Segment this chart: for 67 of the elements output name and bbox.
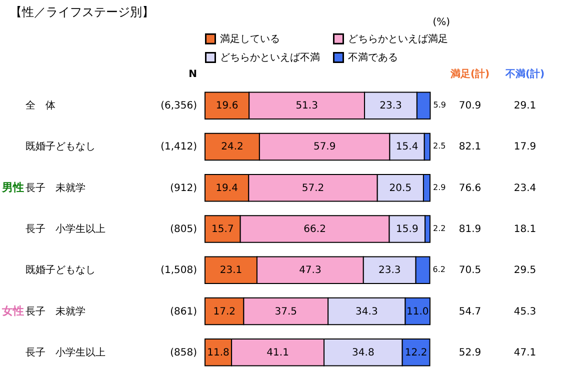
text: 女性 — [1, 304, 24, 318]
text: (6,356) — [160, 100, 198, 112]
data-label: 2.9 — [433, 182, 446, 192]
data-label: 37.5 — [274, 306, 298, 318]
text: (912) — [170, 182, 198, 194]
data-label: 19.4 — [216, 182, 238, 194]
data-label: 6.2 — [432, 265, 446, 274]
y-tick-label: 長子 小学生以上 — [26, 223, 106, 235]
data-label: 19.6 — [216, 100, 238, 112]
data-label: 12.2 — [404, 347, 428, 358]
y-tick-label: 長子 小学生以上 — [26, 346, 106, 358]
data-label: 23.3 — [380, 100, 402, 112]
text: 70.9 — [458, 100, 482, 112]
text: 23.4 — [514, 182, 536, 194]
y-tick-label: 長子 未就学 — [26, 182, 86, 194]
legend-label: どちらかといえば不満 — [220, 52, 320, 64]
legend-label: 満足している — [220, 32, 280, 45]
text: (805) — [170, 224, 198, 235]
data-label: 11.8 — [207, 347, 230, 358]
data-label: 15.7 — [212, 224, 234, 235]
text: (1,412) — [160, 142, 198, 153]
y-tick-label: 既婚子どもなし — [26, 265, 96, 276]
data-label: 24.2 — [221, 142, 244, 153]
text: 70.5 — [458, 265, 482, 276]
data-label: 11.0 — [406, 306, 429, 318]
data-label: 47.3 — [299, 265, 322, 276]
data-label: 2.5 — [433, 142, 446, 151]
text: (1,508) — [160, 265, 198, 276]
y-tick-label: 全 体 — [26, 100, 56, 112]
text: 満足(計) — [449, 68, 490, 80]
data-label: 23.3 — [378, 265, 401, 276]
text: (861) — [170, 306, 198, 318]
text: 82.1 — [458, 142, 482, 153]
data-label: 23.1 — [220, 265, 242, 276]
text: 47.1 — [514, 347, 536, 358]
data-label: 66.2 — [304, 224, 326, 235]
data-label: 51.3 — [296, 100, 318, 112]
data-label: 34.8 — [352, 347, 374, 358]
text: 29.5 — [514, 265, 536, 276]
data-label: 34.3 — [356, 306, 378, 318]
legend-label: どちらかといえば満足 — [348, 32, 448, 45]
text: 29.1 — [514, 100, 536, 112]
text: 81.9 — [458, 224, 482, 235]
text: 18.1 — [514, 224, 536, 235]
data-label: 41.1 — [266, 347, 289, 358]
data-label: 2.2 — [433, 224, 446, 233]
data-label: 15.9 — [396, 224, 418, 235]
text: 不満(計) — [504, 68, 545, 80]
y-tick-label: 既婚子どもなし — [26, 142, 96, 153]
text: N — [188, 69, 197, 80]
text: (%) — [432, 17, 450, 28]
text: 【性／ライフステージ別】 — [10, 5, 154, 19]
text: 54.7 — [458, 306, 482, 318]
data-label: 57.9 — [313, 142, 336, 153]
text: 76.6 — [458, 182, 482, 194]
data-label: 17.2 — [213, 306, 236, 318]
text: (858) — [170, 347, 198, 358]
data-label: 15.4 — [396, 142, 418, 153]
data-label: 20.5 — [389, 182, 412, 194]
legend-label: 不満である — [348, 52, 398, 64]
text: 17.9 — [514, 142, 536, 153]
data-label: 57.2 — [302, 182, 324, 194]
data-label: 5.9 — [433, 100, 446, 110]
y-tick-label: 長子 未就学 — [26, 305, 86, 318]
text: 45.3 — [514, 306, 536, 318]
text: 男性 — [1, 180, 24, 194]
text: 52.9 — [458, 347, 482, 358]
